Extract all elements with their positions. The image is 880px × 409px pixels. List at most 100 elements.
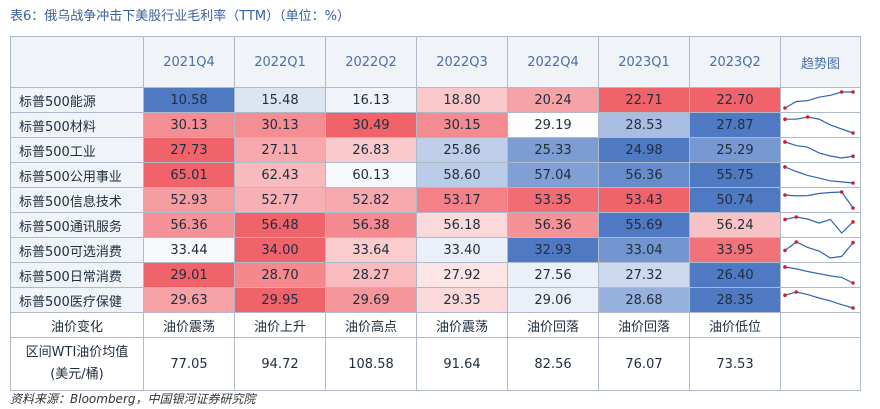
- value-cell: 33.40: [416, 237, 508, 263]
- row-label: 标普500工业: [10, 137, 144, 163]
- sparkline-marker: [794, 290, 799, 294]
- wti-value-cell: 77.05: [143, 337, 235, 391]
- value-cell: 32.93: [507, 237, 599, 263]
- sparkline: [783, 90, 855, 110]
- value-cell: 27.56: [507, 262, 599, 288]
- value-cell: 18.80: [416, 87, 508, 113]
- oil-change-cell: 油价上升: [234, 312, 326, 338]
- value-cell: 56.18: [416, 212, 508, 238]
- oil-change-label: 油价变化: [10, 312, 144, 338]
- sparkline-line: [784, 216, 854, 234]
- table-row: 标普500公用事业 65.01 62.43 60.13 58.60 57.04 56.36 5…: [10, 162, 861, 188]
- value-cell: 28.68: [598, 287, 690, 313]
- header-quarter: 2023Q2: [689, 36, 781, 88]
- value-cell: 56.36: [598, 162, 690, 188]
- wti-label-line1: 区间WTI油价均值: [25, 345, 129, 360]
- value-cell: 25.29: [689, 137, 781, 163]
- sparkline: [783, 115, 855, 135]
- value-cell: 56.38: [325, 212, 417, 238]
- value-cell: 15.48: [234, 87, 326, 113]
- sparkline-marker: [851, 206, 855, 210]
- header-quarter: 2023Q1: [598, 36, 690, 88]
- value-cell: 55.69: [598, 212, 690, 238]
- sparkline-marker: [851, 281, 855, 285]
- value-cell: 22.71: [598, 87, 690, 113]
- wti-label-line2: (美元/桶): [50, 367, 104, 382]
- wti-row: 区间WTI油价均值 (美元/桶) 77.05 94.72 108.58 91.64 82.5…: [10, 337, 861, 391]
- value-cell: 10.58: [143, 87, 235, 113]
- value-cell: 52.77: [234, 187, 326, 213]
- wti-value-cell: 91.64: [416, 337, 508, 391]
- row-label: 标普500公用事业: [10, 162, 144, 188]
- wti-value-cell: 108.58: [325, 337, 417, 391]
- sparkline: [783, 165, 855, 185]
- oil-change-cell: 油价回落: [598, 312, 690, 338]
- empty-cell: [780, 312, 861, 338]
- sparkline-marker: [851, 240, 855, 245]
- value-cell: 20.24: [507, 87, 599, 113]
- sparkline-line: [784, 91, 853, 109]
- value-cell: 33.64: [325, 237, 417, 263]
- value-cell: 29.35: [416, 287, 508, 313]
- trend-sparkline-cell: [780, 287, 861, 313]
- sparkline-line: [784, 191, 854, 209]
- sparkline: [783, 215, 855, 234]
- trend-sparkline-cell: [780, 212, 861, 238]
- value-cell: 30.13: [234, 112, 326, 138]
- header-corner: [10, 36, 144, 88]
- value-cell: 27.32: [598, 262, 690, 288]
- value-cell: 29.06: [507, 287, 599, 313]
- sparkline-marker: [851, 154, 855, 158]
- value-cell: 26.40: [689, 262, 781, 288]
- value-cell: 56.36: [507, 212, 599, 238]
- table-row: 标普500医疗保健 29.63 29.95 29.69 29.35 29.06 28.68 2…: [10, 287, 861, 313]
- value-cell: 25.86: [416, 137, 508, 163]
- wti-label: 区间WTI油价均值 (美元/桶): [10, 337, 144, 391]
- oil-change-cell: 油价震荡: [416, 312, 508, 338]
- trend-sparkline-cell: [780, 237, 861, 263]
- oil-change-row: 油价变化 油价震荡 油价上升 油价高点 油价震荡 油价回落 油价回落 油价低位: [10, 312, 861, 338]
- wti-value-cell: 73.53: [689, 337, 781, 391]
- sparkline-line: [784, 291, 854, 309]
- value-cell: 27.87: [689, 112, 781, 138]
- header-quarter: 2021Q4: [143, 36, 235, 88]
- value-cell: 50.74: [689, 187, 781, 213]
- row-label: 标普500可选消费: [10, 237, 144, 263]
- value-cell: 33.95: [689, 237, 781, 263]
- sparkline-marker: [783, 248, 787, 253]
- sparkline: [783, 290, 855, 310]
- value-cell: 56.48: [234, 212, 326, 238]
- table-row: 标普500日常消费 29.01 28.70 28.27 27.92 27.56 27.32 2…: [10, 262, 861, 288]
- table-row: 标普500可选消费 33.44 34.00 33.64 33.40 32.93 33.04 3…: [10, 237, 861, 263]
- sparkline-marker: [783, 217, 787, 222]
- sparkline-line: [784, 266, 854, 284]
- value-cell: 29.63: [143, 287, 235, 313]
- sparkline-marker: [805, 115, 810, 119]
- sparkline-line: [784, 241, 854, 259]
- sparkline-marker: [783, 193, 787, 197]
- value-cell: 58.60: [416, 162, 508, 188]
- table-row: 标普500信息技术 52.93 52.77 52.82 53.17 53.35 53.43 5…: [10, 187, 861, 213]
- row-label: 标普500材料: [10, 112, 144, 138]
- sparkline-marker: [839, 90, 844, 94]
- trend-sparkline-cell: [780, 187, 861, 213]
- wti-value-cell: 76.07: [598, 337, 690, 391]
- source-note: 资料来源：Bloomberg，中国银河证券研究院: [10, 392, 256, 406]
- value-cell: 28.35: [689, 287, 781, 313]
- value-cell: 33.04: [598, 237, 690, 263]
- sparkline: [783, 240, 855, 259]
- sparkline-marker: [783, 265, 787, 269]
- value-cell: 29.69: [325, 287, 417, 313]
- sparkline-line: [784, 166, 854, 184]
- row-label: 标普500信息技术: [10, 187, 144, 213]
- value-cell: 60.13: [325, 162, 417, 188]
- value-cell: 25.33: [507, 137, 599, 163]
- header-quarter: 2022Q2: [325, 36, 417, 88]
- value-cell: 55.75: [689, 162, 781, 188]
- value-cell: 52.93: [143, 187, 235, 213]
- row-label: 标普500日常消费: [10, 262, 144, 288]
- sparkline-marker: [783, 106, 787, 110]
- sparkline-marker: [851, 131, 855, 135]
- value-cell: 27.92: [416, 262, 508, 288]
- sparkline: [783, 140, 855, 159]
